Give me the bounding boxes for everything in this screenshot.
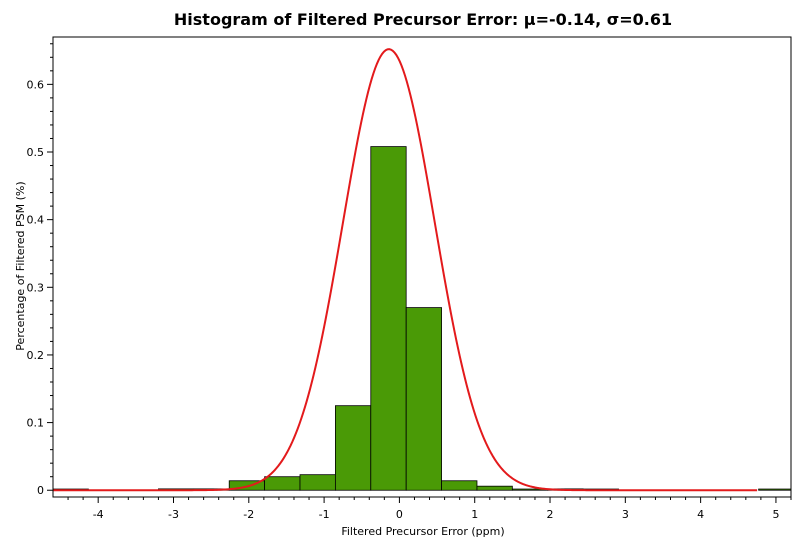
- plot-frame: [52, 36, 792, 498]
- normal-fit-curve: [53, 48, 758, 492]
- y-tick-label: 0.5: [27, 146, 45, 159]
- y-tick-label: 0.1: [27, 417, 45, 430]
- histogram-bar: [264, 476, 301, 491]
- y-tick-label: 0.4: [27, 214, 45, 227]
- x-tick-label: -3: [168, 508, 179, 521]
- y-axis-label: Percentage of Filtered PSM (%): [14, 181, 27, 350]
- y-tick-label: 0.6: [27, 78, 45, 91]
- x-tick-label: -2: [243, 508, 254, 521]
- y-tick-label: 0.2: [27, 349, 45, 362]
- x-tick-label: 1: [471, 508, 478, 521]
- x-tick-label: 0: [396, 508, 403, 521]
- y-tick-label: 0.3: [27, 281, 45, 294]
- x-tick-label: 2: [547, 508, 554, 521]
- histogram-bar: [441, 480, 478, 491]
- x-tick-label: -4: [93, 508, 104, 521]
- x-tick-label: 4: [697, 508, 704, 521]
- histogram-bar: [476, 485, 513, 491]
- axes-layer: -4 -3 -2 -1 0 1 2 3 4 5 0 0.1 0.2 0.3 0.4 0.5 0.6: [27, 36, 792, 521]
- chart-title: Histogram of Filtered Precursor Error: μ…: [174, 10, 672, 29]
- x-axis-label: Filtered Precursor Error (ppm): [341, 525, 504, 538]
- bars-layer: [52, 146, 792, 491]
- x-tick-label: 5: [772, 508, 779, 521]
- histogram-bar: [299, 474, 336, 491]
- histogram-bar: [405, 307, 442, 491]
- histogram-bar: [370, 146, 407, 491]
- y-tick-label: 0: [37, 484, 44, 497]
- histogram-bar: [758, 488, 792, 491]
- x-tick-label: -1: [319, 508, 330, 521]
- x-tick-label: 3: [622, 508, 629, 521]
- histogram-bar: [334, 405, 372, 491]
